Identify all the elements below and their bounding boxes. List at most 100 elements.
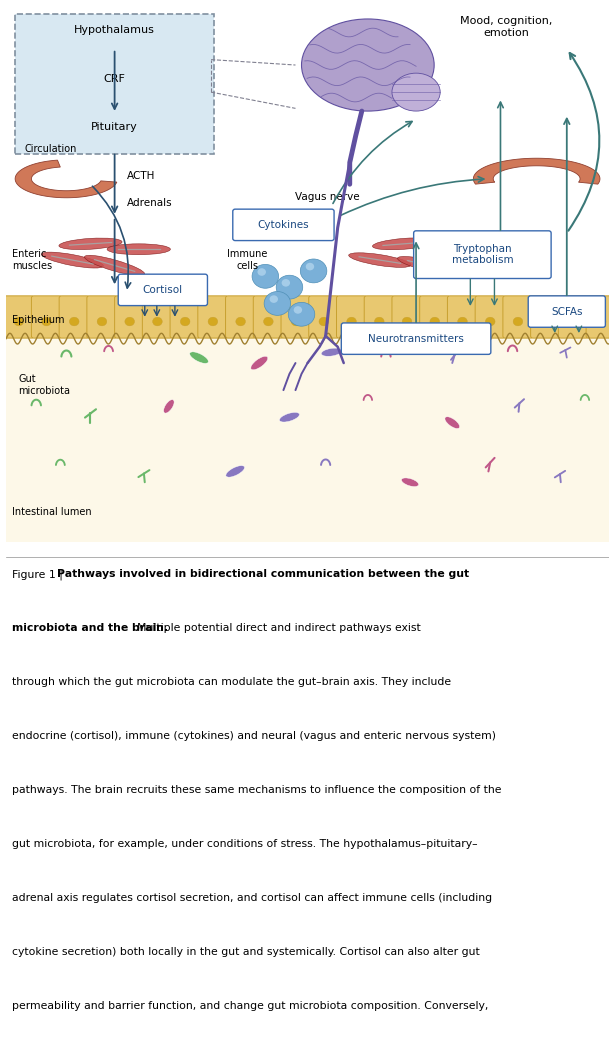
- Circle shape: [270, 295, 278, 303]
- Ellipse shape: [373, 238, 435, 250]
- Text: Immune
cells: Immune cells: [227, 249, 267, 271]
- Text: Adrenals: Adrenals: [127, 198, 172, 208]
- Ellipse shape: [59, 238, 122, 250]
- Text: Neurotransmitters: Neurotransmitters: [368, 333, 464, 344]
- Text: through which the gut microbiota can modulate the gut–brain axis. They include: through which the gut microbiota can mod…: [12, 677, 451, 688]
- Text: Circulation: Circulation: [24, 144, 77, 154]
- FancyBboxPatch shape: [233, 209, 334, 241]
- Ellipse shape: [107, 244, 171, 254]
- Text: Enteric
muscles: Enteric muscles: [12, 249, 52, 271]
- Ellipse shape: [321, 348, 342, 356]
- FancyBboxPatch shape: [414, 231, 551, 278]
- Bar: [6, 336, 609, 542]
- Ellipse shape: [251, 356, 268, 370]
- FancyBboxPatch shape: [253, 296, 283, 338]
- Circle shape: [41, 317, 51, 326]
- FancyBboxPatch shape: [420, 296, 450, 338]
- FancyBboxPatch shape: [15, 14, 214, 154]
- Circle shape: [281, 279, 290, 287]
- Text: Cytokines: Cytokines: [258, 220, 309, 230]
- FancyBboxPatch shape: [337, 296, 367, 338]
- Circle shape: [291, 317, 301, 326]
- Circle shape: [375, 317, 384, 326]
- Ellipse shape: [392, 73, 440, 111]
- Text: pathways. The brain recruits these same mechanisms to influence the composition : pathways. The brain recruits these same …: [12, 786, 502, 795]
- Text: cytokine secretion) both locally in the gut and systemically. Cortisol can also : cytokine secretion) both locally in the …: [12, 947, 480, 958]
- FancyBboxPatch shape: [118, 274, 208, 305]
- FancyBboxPatch shape: [309, 296, 339, 338]
- Text: Cortisol: Cortisol: [143, 284, 183, 295]
- Ellipse shape: [401, 478, 418, 487]
- Circle shape: [541, 317, 551, 326]
- Text: permeability and barrier function, and change gut microbiota composition. Conver: permeability and barrier function, and c…: [12, 1001, 488, 1012]
- FancyBboxPatch shape: [281, 296, 311, 338]
- Circle shape: [14, 317, 24, 326]
- Text: SCFAs: SCFAs: [551, 306, 583, 317]
- Circle shape: [430, 317, 440, 326]
- FancyBboxPatch shape: [475, 296, 505, 338]
- Ellipse shape: [164, 400, 174, 413]
- Circle shape: [258, 268, 266, 276]
- Circle shape: [306, 263, 314, 270]
- FancyBboxPatch shape: [364, 296, 395, 338]
- FancyBboxPatch shape: [4, 296, 34, 338]
- FancyBboxPatch shape: [87, 296, 117, 338]
- Ellipse shape: [41, 252, 104, 268]
- Text: ACTH: ACTH: [127, 171, 155, 181]
- FancyBboxPatch shape: [198, 296, 228, 338]
- Text: endocrine (cortisol), immune (cytokines) and neural (vagus and enteric nervous s: endocrine (cortisol), immune (cytokines)…: [12, 731, 496, 742]
- Text: Epithelium: Epithelium: [12, 315, 65, 325]
- Text: Gut
microbiota: Gut microbiota: [18, 374, 70, 396]
- FancyBboxPatch shape: [558, 296, 588, 338]
- Text: Hypothalamus: Hypothalamus: [74, 25, 155, 34]
- Circle shape: [264, 292, 290, 316]
- Circle shape: [252, 265, 278, 289]
- Text: Pathways involved in bidirectional communication between the gut: Pathways involved in bidirectional commu…: [57, 569, 470, 579]
- Text: microbiota and the brain.: microbiota and the brain.: [12, 623, 168, 634]
- Ellipse shape: [280, 413, 300, 422]
- FancyBboxPatch shape: [503, 296, 533, 338]
- Ellipse shape: [85, 255, 145, 276]
- Circle shape: [513, 317, 523, 326]
- Polygon shape: [473, 158, 600, 184]
- FancyBboxPatch shape: [528, 296, 605, 327]
- Text: Pituitary: Pituitary: [91, 122, 138, 132]
- Text: Figure 1 |: Figure 1 |: [12, 569, 66, 579]
- Circle shape: [180, 317, 190, 326]
- Ellipse shape: [226, 466, 245, 477]
- Text: Intestinal lumen: Intestinal lumen: [12, 506, 92, 517]
- FancyBboxPatch shape: [530, 296, 561, 338]
- Circle shape: [485, 317, 495, 326]
- Text: gut microbiota, for example, under conditions of stress. The hypothalamus–pituit: gut microbiota, for example, under condi…: [12, 840, 477, 849]
- Ellipse shape: [189, 352, 208, 364]
- Circle shape: [596, 317, 606, 326]
- Circle shape: [153, 317, 162, 326]
- Circle shape: [319, 317, 329, 326]
- FancyBboxPatch shape: [59, 296, 90, 338]
- Text: Tryptophan
metabolism: Tryptophan metabolism: [452, 244, 513, 266]
- FancyBboxPatch shape: [586, 296, 609, 338]
- Circle shape: [347, 317, 356, 326]
- FancyBboxPatch shape: [341, 323, 491, 354]
- Circle shape: [97, 317, 107, 326]
- FancyBboxPatch shape: [225, 296, 256, 338]
- Circle shape: [294, 306, 302, 314]
- Circle shape: [458, 317, 467, 326]
- Ellipse shape: [445, 417, 460, 428]
- Polygon shape: [15, 160, 117, 198]
- FancyBboxPatch shape: [392, 296, 422, 338]
- Circle shape: [208, 317, 217, 326]
- Circle shape: [276, 275, 303, 299]
- Ellipse shape: [349, 253, 411, 268]
- Circle shape: [125, 317, 135, 326]
- FancyBboxPatch shape: [143, 296, 172, 338]
- Ellipse shape: [421, 244, 484, 254]
- Circle shape: [402, 317, 412, 326]
- Text: Multiple potential direct and indirect pathways exist: Multiple potential direct and indirect p…: [130, 623, 420, 634]
- FancyBboxPatch shape: [170, 296, 200, 338]
- Circle shape: [264, 317, 273, 326]
- Text: adrenal axis regulates cortisol secretion, and cortisol can affect immune cells : adrenal axis regulates cortisol secretio…: [12, 893, 492, 903]
- Ellipse shape: [398, 256, 459, 274]
- Circle shape: [288, 302, 315, 326]
- Circle shape: [300, 259, 327, 282]
